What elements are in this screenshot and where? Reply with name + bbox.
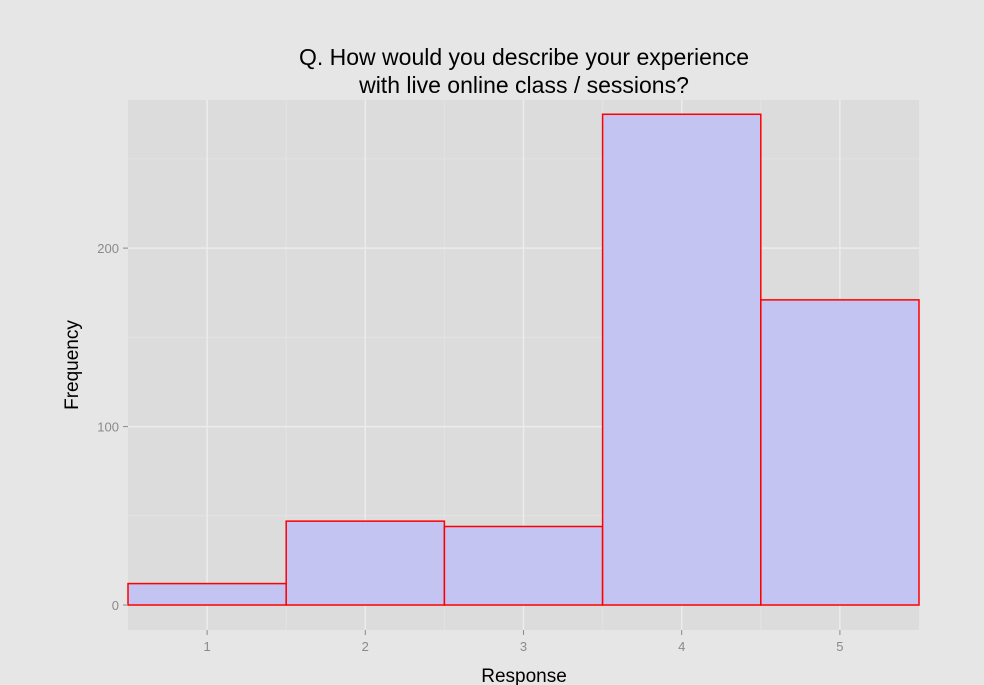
x-axis-title: Response [481,666,567,685]
x-tick-label: 3 [520,639,527,654]
y-tick-label: 100 [97,420,119,435]
bars [127,113,920,606]
y-axis: 0 100 200 [97,241,128,613]
y-tick-label: 200 [97,241,119,256]
bar-2 [285,520,446,606]
x-tick-label: 1 [203,639,210,654]
bar-1 [127,582,287,606]
x-tick-label: 4 [678,639,685,654]
bar-5 [760,299,920,606]
bar-4 [601,113,762,606]
x-axis: 1 2 3 4 5 [203,630,844,654]
chart-title-line-1: Q. How would you describe your experienc… [299,44,749,70]
x-tick-label: 2 [362,639,369,654]
y-axis-title: Frequency [62,320,83,410]
bar-3 [443,525,604,606]
chart-title-line-2: with live online class / sessions? [358,72,689,98]
y-tick-label: 0 [112,598,119,613]
x-tick-label: 5 [836,639,843,654]
chart-title: Q. How would you describe your experienc… [299,44,749,98]
